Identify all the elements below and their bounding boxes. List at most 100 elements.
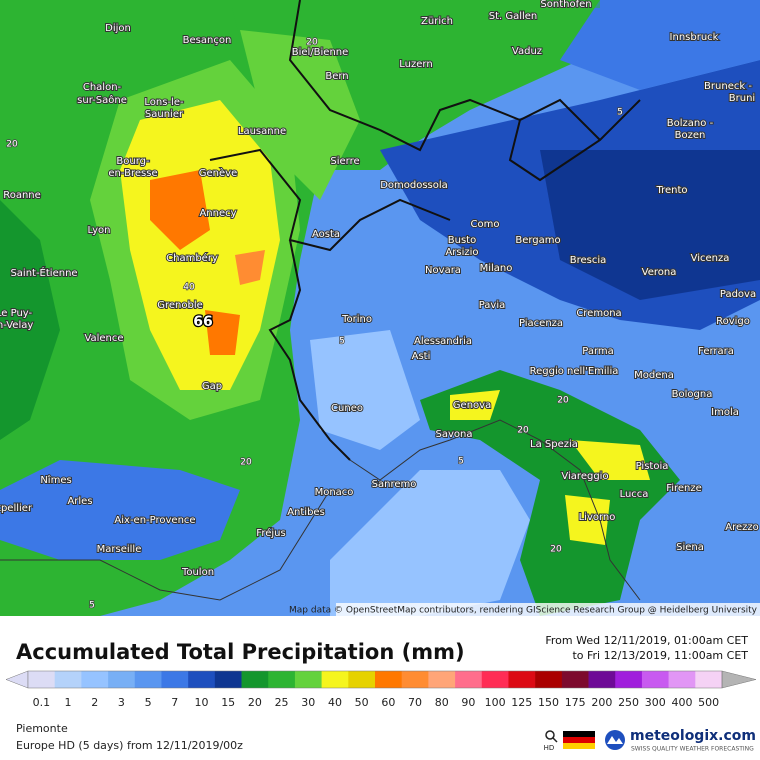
map: Sonthofen Dijon Besançon Zürich St. Gallen In… [0,0,760,616]
city-label: La Spezia [530,439,578,450]
date-from: From Wed 12/11/2019, 01:00am CET [545,634,748,647]
contour-label: 5 [617,108,623,118]
legend-label: 100 [485,696,506,709]
city-label: Sanremo [372,479,417,490]
legend-swatch [134,671,162,688]
city-label: Bourg- [116,156,150,167]
city-label: Zürich [421,16,453,27]
region-lime [240,30,360,200]
city-label: Sonthofen [540,0,591,10]
legend-swatch [615,671,643,688]
legend-label: 40 [328,696,342,709]
legend-swatch [668,671,696,688]
region-yellow-genova [450,390,500,420]
legend-swatch [81,671,109,688]
legend-swatch [294,671,322,688]
city-label: Torino [341,314,372,325]
city-label: Firenze [666,483,702,494]
legend-label: 125 [511,696,532,709]
legend-swatch [108,671,136,688]
legend: 0.1 1 2 3 5 7 10 15 20 25 30 40 50 60 70 80 90 100 125 150 1… [5,670,757,709]
city-label: Roanne [3,190,41,201]
city-label: Busto [448,235,476,246]
legend-label: 0.1 [33,696,51,709]
model-info: Europe HD (5 days) from 12/11/2019/00z [16,739,243,752]
city-label: St. Gallen [489,11,538,22]
city-label: Pavia [479,300,506,311]
city-label: Reggio nell'Emilia [530,366,619,377]
flag-stripe [563,737,595,743]
legend-label: 50 [355,696,369,709]
city-label: Innsbruck [670,32,719,43]
legend-label: 300 [645,696,666,709]
legend-swatch [535,671,563,688]
city-label: Vicenza [691,253,730,264]
city-label: Modena [634,370,674,381]
legend-swatch [268,671,296,688]
legend-label: 400 [671,696,692,709]
region-light-blue [310,330,420,450]
city-label: Genova [453,400,491,411]
city-label: Verona [642,267,677,278]
region-orange [235,250,265,285]
legend-swatch [348,671,376,688]
region-yellow [120,100,280,390]
city-label: Viareggio [561,471,608,482]
city-label: en-Bresse [108,168,157,179]
city-label: Savona [436,429,473,440]
legend-swatch [695,671,723,688]
legend-label: 3 [118,696,125,709]
contour-label: 40 [183,283,195,293]
legend-swatch [455,671,483,688]
city-label: Genève [199,167,237,179]
region-yellow-livorno [565,495,610,545]
city-label: Domodossola [380,180,448,191]
legend-swatch [28,671,55,688]
legend-frame [27,670,723,689]
city-label: Bozen [675,130,706,141]
city-label: Le Puy- [0,308,33,319]
contour-label: 5 [89,601,95,611]
city-label: Saint-Étienne [10,266,77,279]
city-label: Trento [655,185,687,196]
contour-label: 20 [6,140,18,150]
legend-label: 10 [195,696,209,709]
city-label: Rovigo [716,316,750,327]
contour-label: 5 [458,457,464,467]
city-label: Bruni [729,93,755,104]
city-label: Parma [582,346,614,357]
city-label: Besançon [183,35,232,46]
legend-swatch [161,671,189,688]
legend-label: 1 [65,696,72,709]
legend-swatch [401,671,429,688]
city-label: Valence [84,333,123,344]
brand: meteologix.com [630,728,756,744]
city-label: Bern [325,71,348,82]
legend-label: 2 [91,696,98,709]
region-dark-green [0,200,60,440]
city-label: Saunier [145,109,184,120]
city-label: Luzern [399,59,432,70]
city-label: Brescia [570,255,607,266]
city-label: Arsizio [445,247,478,258]
legend-label: 60 [381,696,395,709]
city-label: Nîmes [40,474,71,486]
legend-label: 90 [461,696,475,709]
region-orange [205,310,240,355]
city-label: Toulon [181,567,214,578]
contour-label: 5 [339,337,345,347]
city-label: Como [471,219,500,230]
flag-stripe [563,743,595,749]
city-label: Padova [720,289,756,300]
hd-label: HD [544,744,555,752]
logo-icon [605,730,625,750]
city-label: Siena [676,542,704,553]
border [209,0,641,461]
city-label: en-Velay [0,320,33,331]
city-label: Annecy [199,208,236,219]
legend-swatch [375,671,402,688]
city-label: Arles [67,496,92,507]
region-blue [0,460,240,560]
legend-swatch [508,671,536,688]
legend-arrow-right [721,670,757,689]
